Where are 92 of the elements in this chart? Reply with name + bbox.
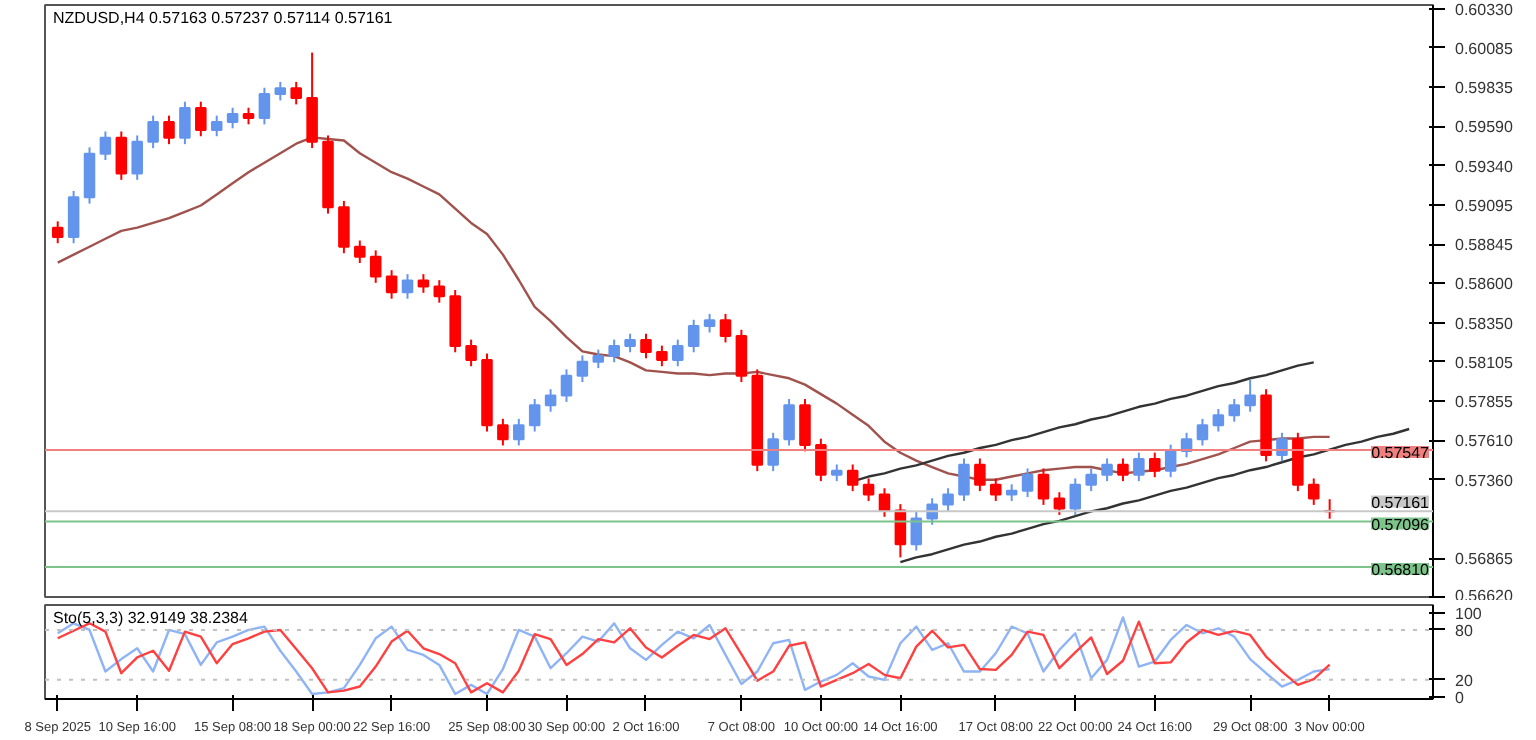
ref-line-label: 0.57547: [1371, 444, 1431, 463]
candlestick: [51, 220, 64, 245]
y-tick-label: 80: [1455, 621, 1474, 640]
candlestick: [226, 106, 239, 130]
y-tick-label: 0.58350: [1455, 314, 1514, 333]
candlestick: [433, 279, 446, 304]
candlestick: [862, 477, 875, 502]
candlestick: [640, 332, 652, 360]
candlestick: [99, 130, 112, 162]
candlestick: [1053, 491, 1066, 516]
candlestick: [1244, 378, 1256, 413]
candlestick: [942, 487, 954, 512]
candlestick: [354, 239, 366, 265]
candlestick: [528, 398, 541, 433]
ref-line-label: 0.56810: [1371, 560, 1431, 579]
y-tick-label: 0: [1455, 688, 1465, 707]
candlestick: [703, 312, 716, 334]
candlestick: [210, 114, 223, 138]
candlestick: [195, 100, 207, 138]
chart-title: Sto(5,3,3) 32.9149 38.2384: [53, 609, 249, 627]
candlestick: [1228, 398, 1241, 423]
candlestick: [163, 114, 175, 146]
y-tick-label: 0.59590: [1455, 118, 1514, 137]
y-tick-label: 0.58105: [1455, 353, 1514, 372]
candlestick: [417, 273, 430, 294]
candlestick: [624, 332, 636, 354]
y-tick-label: 0.59835: [1455, 79, 1514, 98]
y-tick-label: 0.57610: [1455, 432, 1514, 451]
y-tick-label: 0.57360: [1455, 471, 1514, 490]
candlestick: [1276, 431, 1288, 463]
candlestick: [1037, 467, 1050, 506]
chart-title: NZDUSD,H4 0.57163 0.57237 0.57114 0.57161: [53, 9, 394, 27]
candlestick: [1101, 457, 1113, 483]
candlestick: [846, 463, 859, 493]
y-tick-label: 0.59340: [1455, 157, 1514, 176]
y-tick-label: 100: [1455, 605, 1483, 624]
y-tick-label: 0.60085: [1455, 39, 1514, 58]
candlestick: [1069, 477, 1082, 516]
candlestick: [544, 388, 557, 413]
candlestick: [958, 457, 970, 502]
candlestick: [115, 130, 128, 181]
candlestick: [1307, 477, 1320, 506]
candlestick: [497, 417, 509, 447]
candlestick: [258, 86, 271, 126]
candlestick: [1085, 467, 1097, 493]
ref-line-label: 0.57161: [1371, 493, 1431, 512]
candlestick: [735, 328, 748, 384]
candlestick: [369, 249, 382, 284]
candlestick: [608, 338, 620, 364]
candlestick: [385, 269, 398, 300]
y-tick-label: 0.58845: [1455, 236, 1514, 255]
y-tick-label: 0.56865: [1455, 550, 1514, 569]
candlestick: [1196, 417, 1209, 447]
candlestick: [767, 431, 779, 473]
candlestick: [338, 199, 350, 255]
y-tick-label: 0.59095: [1455, 196, 1514, 215]
candlestick: [306, 51, 318, 150]
candlestick: [465, 338, 477, 368]
candlestick: [656, 344, 668, 368]
y-tick-label: 0.58600: [1455, 275, 1514, 294]
y-tick-label: 20: [1455, 671, 1474, 690]
candlestick: [910, 511, 923, 552]
candlestick: [513, 417, 525, 447]
candlestick: [1133, 451, 1145, 483]
candlestick: [290, 80, 302, 106]
candlestick: [719, 312, 732, 344]
candlestick: [1292, 431, 1304, 493]
candlestick: [131, 134, 143, 181]
candlestick: [560, 368, 573, 403]
candlestick: [83, 146, 96, 205]
candlestick: [401, 273, 414, 300]
ref-line-label: 0.57096: [1371, 515, 1431, 534]
candlestick: [67, 189, 80, 245]
candlestick: [592, 348, 605, 370]
y-tick-label: 0.57855: [1455, 393, 1514, 412]
candlestick: [1117, 457, 1129, 483]
candlestick: [799, 398, 811, 453]
candlestick: [815, 437, 827, 483]
candlestick: [147, 114, 159, 150]
candlestick: [783, 398, 795, 447]
candlestick: [687, 318, 700, 354]
candlestick: [672, 338, 684, 368]
candlestick: [1148, 451, 1161, 479]
candlestick: [179, 100, 191, 146]
candlestick: [274, 80, 287, 102]
y-tick-label: 0.60330: [1455, 0, 1514, 19]
candlestick: [1212, 408, 1225, 433]
candlestick: [974, 457, 986, 493]
candlestick: [990, 477, 1002, 502]
candlestick: [576, 354, 589, 384]
candlestick: [1164, 443, 1177, 479]
candlestick: [1021, 467, 1034, 498]
